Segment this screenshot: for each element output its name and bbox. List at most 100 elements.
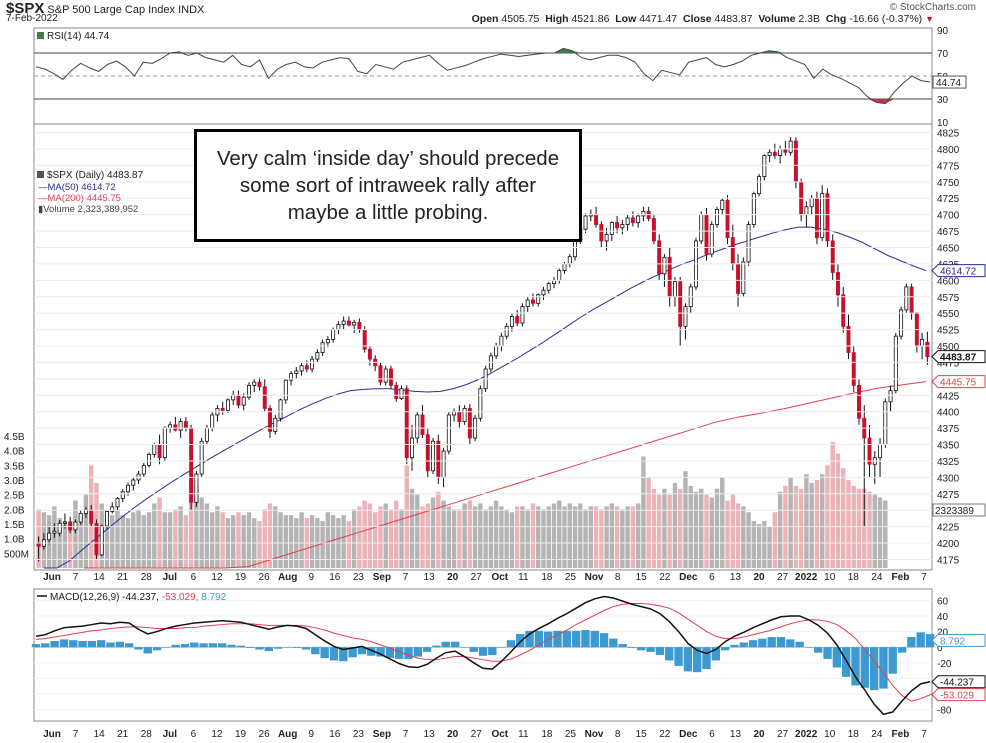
candle bbox=[388, 365, 393, 389]
volume-bar bbox=[562, 506, 567, 568]
candle bbox=[709, 221, 714, 258]
macd-x-tick-label: 13 bbox=[424, 729, 436, 740]
volume-bar bbox=[725, 500, 730, 568]
macd-x-tick-label: 2022 bbox=[795, 729, 818, 740]
candle-body bbox=[289, 373, 294, 381]
low-label: Low bbox=[615, 13, 637, 25]
candle-body bbox=[336, 323, 341, 330]
macd-histogram-bar bbox=[646, 647, 655, 652]
volume-bar bbox=[835, 453, 841, 568]
price-x-tick-label: 13 bbox=[730, 572, 742, 583]
macd-histogram-bar bbox=[218, 643, 227, 648]
candle-body bbox=[757, 176, 762, 195]
macd-histogram-bar bbox=[832, 647, 842, 668]
candle bbox=[699, 211, 704, 245]
volume-bar bbox=[662, 488, 667, 568]
volume-bar bbox=[756, 524, 762, 568]
candle bbox=[320, 339, 325, 356]
volume-bar bbox=[467, 500, 473, 568]
candle-body bbox=[893, 335, 898, 392]
volume-bar bbox=[367, 503, 373, 568]
price-x-tick-label: 6 bbox=[191, 572, 197, 583]
price-tick-label: 4675 bbox=[937, 227, 960, 238]
candle-body bbox=[851, 352, 856, 386]
candle bbox=[520, 303, 525, 327]
macd-histogram-bar bbox=[404, 647, 413, 659]
candle-body bbox=[378, 365, 383, 383]
volume-bar bbox=[635, 503, 641, 568]
volume-bar bbox=[120, 515, 125, 568]
candle bbox=[283, 378, 288, 404]
macd-histogram-bar bbox=[134, 647, 143, 650]
volume-bar bbox=[809, 482, 814, 568]
price-tick-label: 4750 bbox=[937, 178, 960, 189]
volume-bar bbox=[667, 494, 672, 568]
macd-histogram-bar bbox=[31, 644, 41, 648]
candle-body bbox=[814, 197, 819, 239]
macd-histogram-bar bbox=[506, 640, 516, 648]
macd-histogram-bar bbox=[888, 647, 897, 674]
macd-histogram-bar bbox=[143, 647, 152, 654]
volume-tick-label: 2.0B bbox=[4, 505, 25, 516]
price-x-tick-label: 12 bbox=[211, 572, 223, 583]
volume-bar bbox=[472, 506, 478, 568]
macd-legend-hist: 8.792 bbox=[201, 592, 226, 603]
chart-date: 7-Feb-2022 bbox=[6, 13, 58, 24]
candle-body bbox=[615, 222, 620, 229]
price-x-tick-label: Feb bbox=[892, 572, 910, 583]
volume-bar bbox=[288, 515, 294, 568]
candle bbox=[625, 214, 630, 232]
volume-bar bbox=[241, 515, 246, 568]
volume-bar bbox=[762, 521, 767, 568]
price-x-tick-label: 28 bbox=[141, 572, 153, 583]
price-tick-label: 4350 bbox=[937, 441, 960, 452]
volume-tick-label: 3.0B bbox=[4, 476, 25, 487]
macd-histogram-bar bbox=[367, 647, 376, 656]
macd-histogram-bar bbox=[441, 641, 450, 648]
candle-body bbox=[341, 320, 346, 325]
macd-histogram-bar bbox=[236, 645, 246, 648]
candle bbox=[431, 437, 436, 475]
candle-body bbox=[604, 233, 609, 242]
candle bbox=[257, 377, 262, 391]
volume-bar bbox=[341, 515, 346, 568]
macd-histogram-bar bbox=[376, 647, 385, 657]
macd-histogram-bar bbox=[730, 644, 739, 648]
candle-body bbox=[804, 206, 809, 216]
annotation-box: Very calm ‘inside day’ should precede so… bbox=[194, 129, 582, 242]
ma200-tag-label: 4445.75 bbox=[940, 378, 977, 389]
macd-histogram-bar bbox=[348, 647, 357, 658]
volume-bar bbox=[131, 512, 136, 568]
price-tick-label: 4425 bbox=[937, 391, 960, 402]
macd-histogram-bar bbox=[599, 633, 609, 648]
macd-histogram-bar bbox=[190, 642, 199, 648]
candle-body bbox=[620, 224, 625, 229]
price-x-tick-label: 8 bbox=[615, 572, 621, 583]
candle-body bbox=[73, 521, 78, 531]
candle-body bbox=[499, 335, 504, 347]
candle-body bbox=[105, 511, 109, 527]
candle bbox=[341, 316, 346, 330]
candle bbox=[278, 398, 283, 422]
candle-body bbox=[252, 381, 257, 386]
candle bbox=[615, 215, 620, 234]
volume-bar bbox=[530, 503, 536, 568]
volume-bar bbox=[714, 488, 720, 568]
price-x-tick-label: 27 bbox=[777, 572, 789, 583]
price-x-tick-label: 18 bbox=[541, 572, 553, 583]
candle-body bbox=[741, 261, 746, 294]
macd-x-tick-label: 20 bbox=[447, 729, 459, 740]
candle bbox=[925, 331, 930, 365]
rsi-tick-label: 70 bbox=[937, 49, 949, 60]
volume-bar bbox=[588, 506, 594, 568]
volume-bar bbox=[514, 506, 520, 568]
price-x-tick-label: Oct bbox=[491, 572, 508, 583]
volume-bar bbox=[546, 506, 551, 568]
candle bbox=[704, 208, 709, 261]
candle-body bbox=[457, 411, 462, 422]
price-x-tick-label: 22 bbox=[659, 572, 671, 583]
volume-tick-label: 2.5B bbox=[4, 491, 25, 502]
candle bbox=[394, 382, 399, 402]
price-tick-label: 4725 bbox=[937, 194, 960, 205]
candle bbox=[199, 437, 204, 478]
